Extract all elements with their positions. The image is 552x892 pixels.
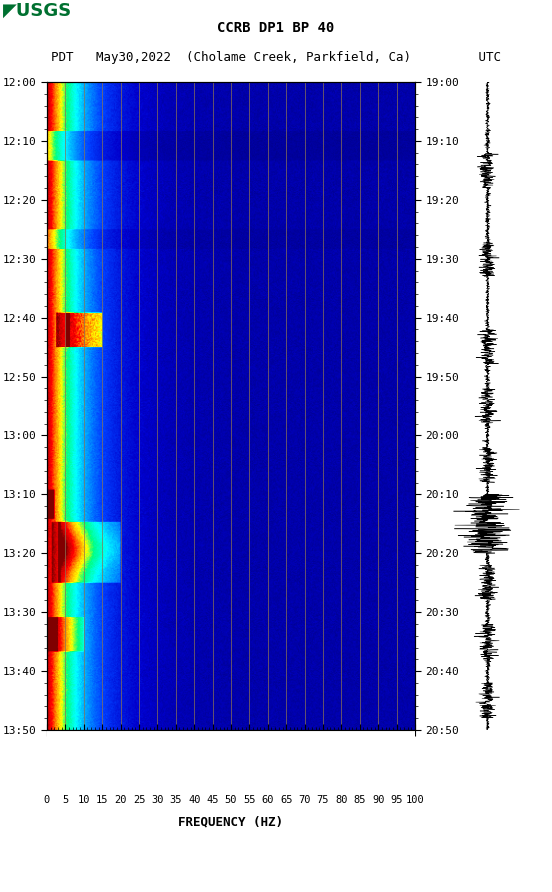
Text: PDT   May30,2022  (Cholame Creek, Parkfield, Ca)         UTC: PDT May30,2022 (Cholame Creek, Parkfield… bbox=[51, 51, 501, 64]
Text: ◤USGS: ◤USGS bbox=[3, 2, 72, 20]
Text: FREQUENCY (HZ): FREQUENCY (HZ) bbox=[178, 815, 284, 829]
Text: CCRB DP1 BP 40: CCRB DP1 BP 40 bbox=[217, 21, 335, 35]
